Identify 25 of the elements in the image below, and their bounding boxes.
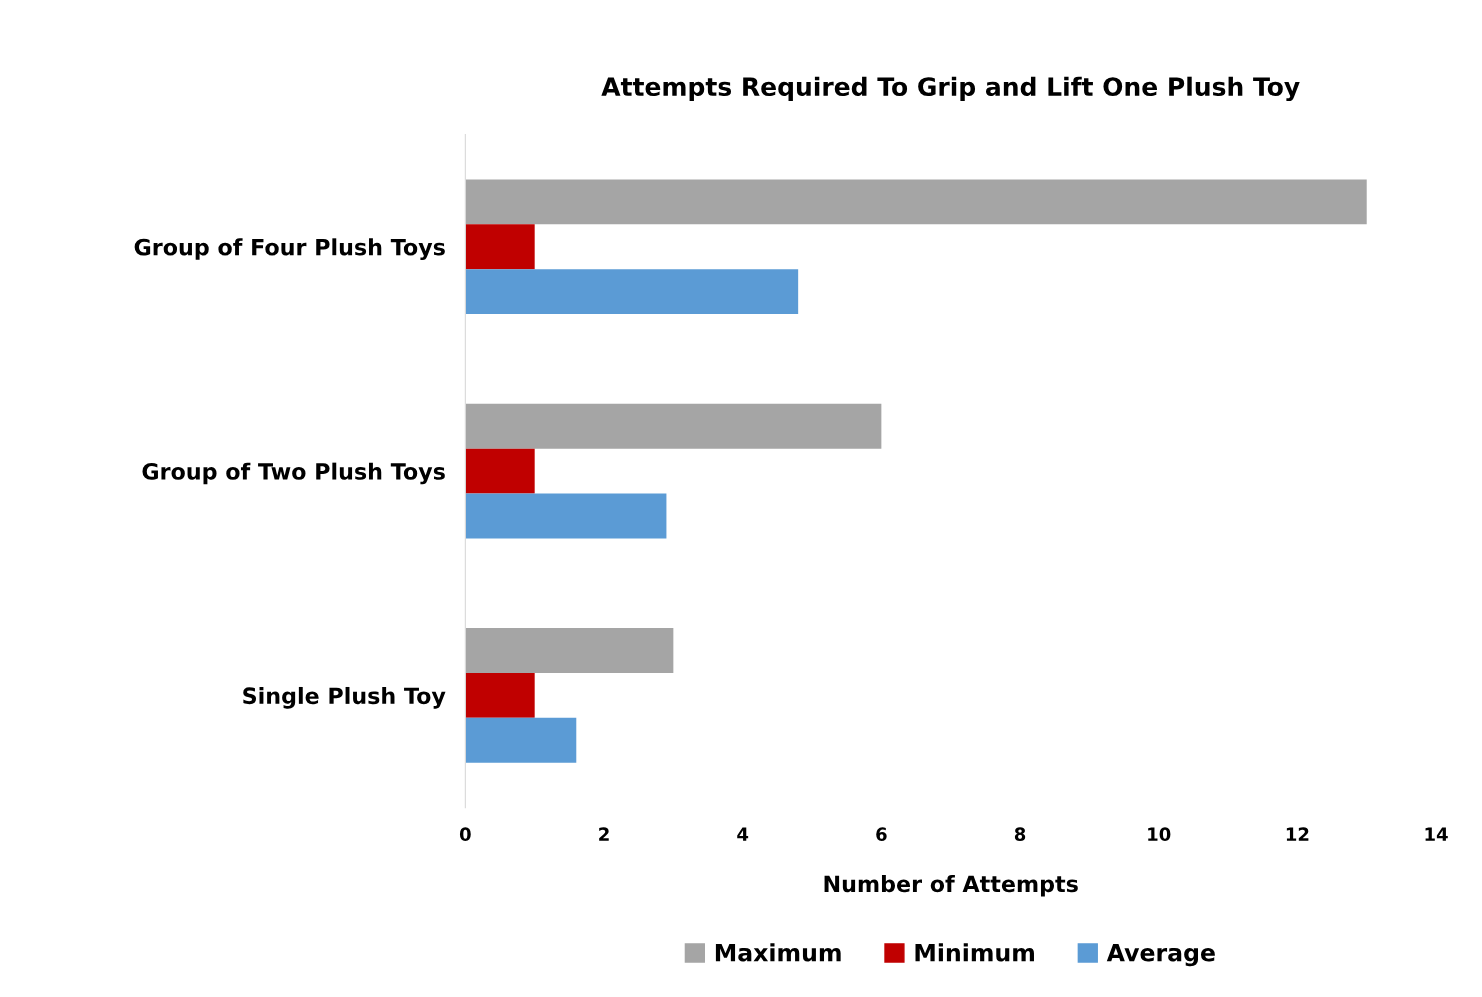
bar xyxy=(465,224,535,270)
x-tick-label: 8 xyxy=(1014,827,1026,841)
bar xyxy=(465,672,535,718)
legend-label: Minimum xyxy=(915,943,1034,962)
bar xyxy=(465,448,535,494)
bar xyxy=(465,493,667,539)
x-tick-label: 4 xyxy=(737,827,749,841)
chart-title: Attempts Required To Grip and Lift One Plush Toy xyxy=(601,76,1300,102)
y-tick-label: Group of Two Plush Toys xyxy=(142,462,445,485)
x-tick-label: 6 xyxy=(876,827,887,841)
bar xyxy=(465,179,1367,225)
x-tick-label: 0 xyxy=(459,827,471,841)
y-tick-label: Single Plush Toy xyxy=(243,686,446,709)
x-tick-label: 2 xyxy=(599,827,609,841)
bar xyxy=(465,628,674,673)
y-tick-label: Group of Four Plush Toys xyxy=(134,238,445,260)
x-axis-title: Number of Attempts xyxy=(824,875,1078,897)
x-tick-label: 14 xyxy=(1425,827,1448,841)
bar xyxy=(465,269,799,315)
legend-label: Maximum xyxy=(715,943,841,962)
x-tick-label: 10 xyxy=(1148,827,1171,841)
x-tick-label: 12 xyxy=(1286,827,1309,841)
bar xyxy=(465,403,882,449)
legend-label: Average xyxy=(1106,943,1215,967)
bar xyxy=(465,717,577,763)
